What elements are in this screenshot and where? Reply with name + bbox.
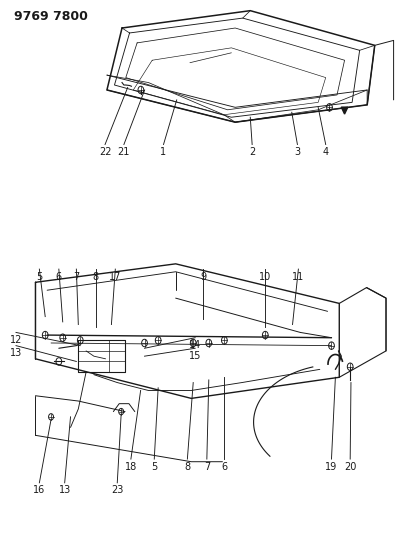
Text: 13: 13 (10, 348, 22, 358)
Text: 5: 5 (151, 462, 157, 472)
Text: 16: 16 (33, 486, 45, 496)
Text: 12: 12 (10, 335, 22, 345)
Text: 9769 7800: 9769 7800 (14, 10, 88, 22)
Text: 9: 9 (200, 272, 205, 282)
Text: 6: 6 (56, 272, 62, 282)
Text: 14: 14 (189, 341, 201, 350)
Text: 11: 11 (292, 272, 304, 282)
Text: 8: 8 (184, 462, 190, 472)
Text: 20: 20 (343, 462, 355, 472)
Text: 7: 7 (203, 462, 209, 472)
Text: 2: 2 (248, 147, 255, 157)
Text: 13: 13 (58, 486, 71, 496)
Text: 5: 5 (36, 272, 43, 282)
Text: 23: 23 (111, 486, 123, 496)
Text: 10: 10 (258, 272, 271, 282)
Text: 1: 1 (160, 147, 166, 157)
Text: 21: 21 (117, 147, 130, 157)
Text: 7: 7 (73, 272, 79, 282)
Text: 3: 3 (294, 147, 300, 157)
Text: 8: 8 (92, 272, 99, 282)
Text: 18: 18 (124, 462, 137, 472)
Text: 6: 6 (221, 462, 227, 472)
Text: 22: 22 (99, 147, 111, 157)
Text: 15: 15 (189, 351, 201, 361)
Text: 17: 17 (109, 272, 121, 282)
Polygon shape (340, 107, 347, 114)
Text: 19: 19 (325, 462, 337, 472)
Text: 4: 4 (322, 147, 328, 157)
